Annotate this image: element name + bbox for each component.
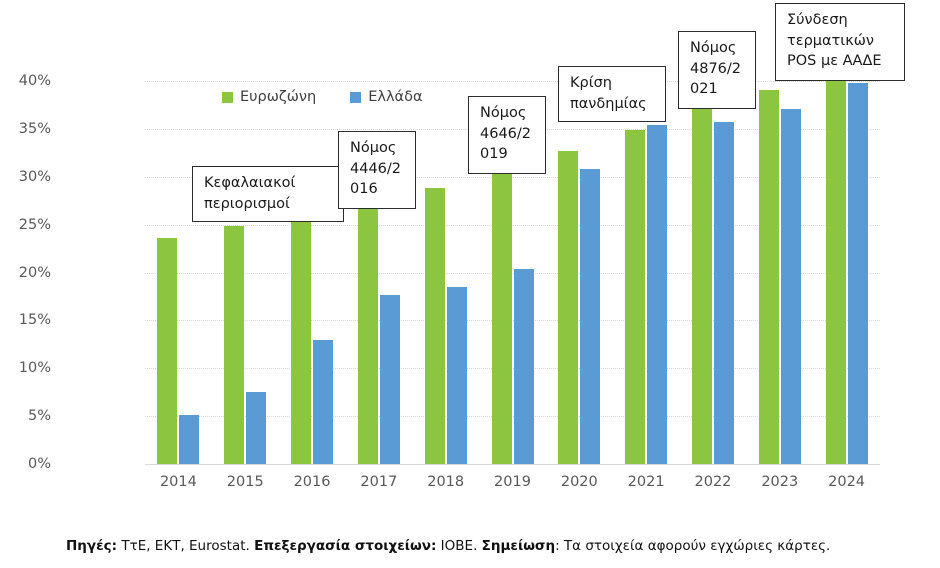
y-axis-tick-label: 25% [18, 216, 51, 233]
bar-eurozone-2018 [424, 188, 445, 464]
bar-eurozone-2017 [357, 203, 378, 464]
x-axis-tick-label: 2017 [360, 474, 398, 490]
plot-area [145, 81, 880, 464]
bar-eurozone-2015 [224, 225, 245, 464]
footer-sources-label: Πηγές: [66, 538, 118, 554]
bar-greece-2017 [379, 295, 400, 464]
y-axis-tick-label: 35% [18, 120, 51, 137]
bar-greece-2019 [513, 268, 534, 464]
footer-note: Πηγές: ΤτΕ, ΕΚΤ, Eurostat. Επεξεργασία σ… [66, 538, 830, 554]
y-axis-tick-label: 0% [27, 456, 51, 472]
x-axis-baseline [145, 464, 880, 465]
gridline [145, 320, 880, 322]
bar-greece-2021 [647, 125, 668, 464]
bar-greece-2016 [313, 339, 334, 464]
gridline [145, 416, 880, 418]
x-axis-tick-label: 2015 [226, 474, 264, 490]
footer-processing-label: Επεξεργασία στοιχείων: [254, 538, 437, 554]
y-axis-tick-label: 15% [18, 312, 51, 329]
bar-eurozone-2014 [157, 238, 178, 464]
x-axis-tick-label: 2023 [761, 474, 799, 490]
gridline [145, 81, 880, 83]
x-axis-tick-label: 2014 [159, 474, 197, 490]
x-axis-tick-label: 2019 [494, 474, 531, 490]
gridline [145, 368, 880, 370]
bar-eurozone-2022 [691, 100, 712, 464]
footer-note-value: : Τα στοιχεία αφορούν εγχώριες κάρτες. [555, 538, 831, 554]
bar-greece-2018 [446, 286, 467, 464]
x-axis-tick-label: 2021 [627, 474, 665, 490]
y-axis-tick-label: 20% [18, 264, 51, 281]
y-axis-tick-label: 40% [18, 73, 51, 89]
footer-processing-value: ΙΟΒΕ. [436, 538, 482, 554]
bar-eurozone-2023 [758, 89, 779, 464]
y-axis-tick-label: 10% [18, 360, 51, 377]
bar-greece-2020 [580, 169, 601, 464]
bar-eurozone-2024 [825, 81, 846, 464]
x-axis-tick-label: 2024 [828, 474, 866, 490]
bar-greece-2024 [847, 82, 868, 464]
x-axis-tick-label: 2020 [560, 474, 598, 490]
gridline [145, 176, 880, 179]
legend-swatch-icon [350, 91, 362, 103]
annotation-law-4646-2019: Νόμος 4646/2 019 [468, 96, 546, 174]
x-axis-tick-label: 2022 [694, 474, 732, 490]
gridline [145, 272, 880, 275]
legend: Ευρωζώνη Ελλάδα [222, 89, 423, 105]
annotation-pandemic-crisis: Κρίση πανδημίας [558, 66, 666, 122]
gridline [145, 224, 880, 227]
legend-label: Ελλάδα [368, 89, 423, 105]
footer-sources-value: ΤτΕ, ΕΚΤ, Eurostat. [117, 538, 255, 554]
bar-eurozone-2021 [625, 129, 646, 464]
bar-greece-2015 [246, 392, 267, 464]
annotation-law-4876-2021: Νόμος 4876/2 021 [678, 31, 756, 109]
y-axis-tick-label: 5% [27, 408, 51, 425]
bar-eurozone-2020 [558, 150, 579, 464]
annotation-pos-aade-linkage: Σύνδεση τερματικών POS με ΑΑΔΕ [775, 3, 905, 81]
legend-item-eurozone: Ευρωζώνη [222, 89, 316, 105]
x-axis-tick-label: 2018 [427, 474, 465, 490]
bar-greece-2023 [780, 108, 801, 464]
bar-eurozone-2016 [291, 215, 312, 464]
legend-item-greece: Ελλάδα [350, 89, 423, 105]
bar-greece-2014 [179, 415, 200, 464]
legend-label: Ευρωζώνη [240, 89, 317, 105]
x-axis-tick-label: 2016 [293, 474, 331, 490]
annotation-capital-controls: Κεφαλαιακοί περιορισμοί [192, 166, 344, 222]
bar-eurozone-2019 [491, 171, 512, 464]
y-axis-tick-label: 30% [18, 168, 51, 185]
footer-note-label: Σημείωση [481, 538, 556, 554]
legend-swatch-icon [222, 91, 233, 103]
bar-greece-2022 [713, 122, 734, 464]
annotation-law-4446-2016: Νόμος 4446/2 016 [338, 131, 416, 209]
